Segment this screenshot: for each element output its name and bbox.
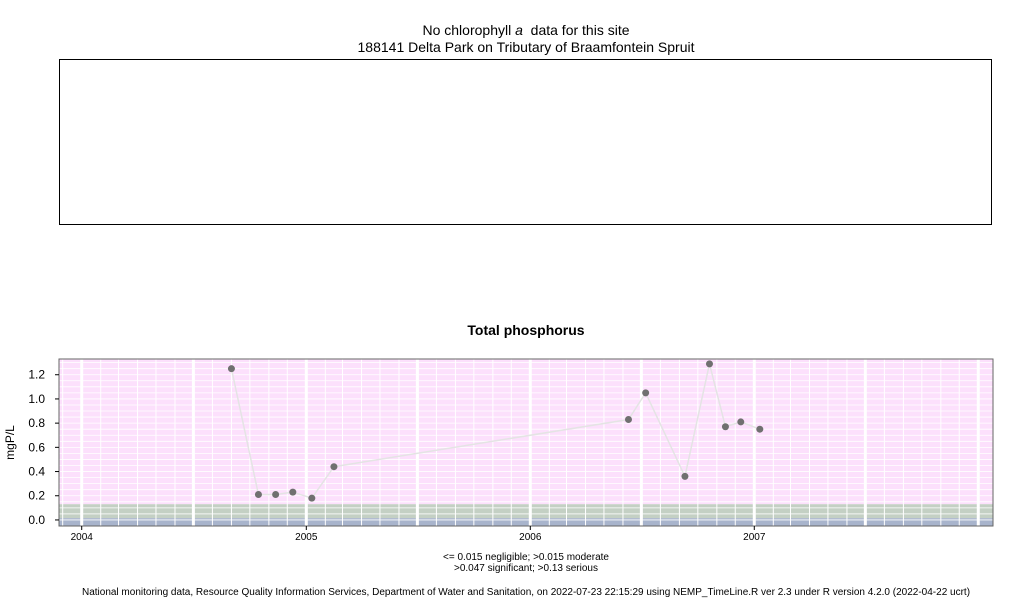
y-tick-label: 0.8 [28, 416, 45, 430]
band-serious [59, 359, 993, 505]
x-tick-label: 2006 [519, 532, 542, 543]
data-point [308, 494, 316, 502]
band-significant [59, 504, 993, 515]
chlorophyll-title: No chlorophyll a data for this site [0, 22, 1024, 38]
data-point [756, 425, 764, 433]
y-tick-label: 1.0 [28, 392, 45, 406]
x-tick-label: 2005 [295, 532, 318, 543]
footer-credit: National monitoring data, Resource Quali… [81, 587, 971, 598]
band-moderate [59, 518, 993, 526]
data-point [227, 365, 235, 373]
y-axis-label: mgP/L [3, 425, 17, 460]
site-title: 188141 Delta Park on Tributary of Braamf… [357, 39, 695, 55]
y-tick-label: 0.0 [28, 513, 45, 527]
x-tick-label: 2004 [71, 532, 94, 543]
legend-note-line-1: <= 0.015 negligible; >0.015 moderate [443, 552, 609, 563]
data-point [681, 472, 689, 480]
data-point [705, 360, 713, 368]
chart-title: Total phosphorus [467, 322, 585, 338]
plot-frame [58, 358, 994, 527]
data-point [289, 488, 297, 496]
chlorophyll-title-prefix: No chlorophyll [422, 22, 512, 38]
data-point [642, 389, 650, 397]
data-point [624, 416, 632, 424]
data-point [737, 418, 745, 426]
x-tick-label: 2007 [743, 532, 766, 543]
y-tick-label: 0.4 [28, 465, 45, 479]
chlorophyll-title-suffix: data for this site [530, 22, 630, 38]
legend-note-line-2: >0.047 significant; >0.13 serious [454, 563, 598, 574]
data-point [254, 491, 262, 499]
band-significant-lower [59, 514, 993, 519]
plot-area: 0.0 0.2 0.4 0.6 0.8 1.0 1.2 2004 2005 2006 2007 mgP… [3, 358, 994, 543]
data-point [272, 491, 280, 499]
y-tick-label: 1.2 [28, 368, 45, 382]
data-point [721, 423, 729, 431]
chlorophyll-title-italic: a [515, 22, 523, 38]
y-tick-label: 0.2 [28, 489, 45, 503]
y-tick-label: 0.6 [28, 440, 45, 454]
empty-chlorophyll-panel [59, 59, 992, 225]
data-point [330, 463, 338, 471]
